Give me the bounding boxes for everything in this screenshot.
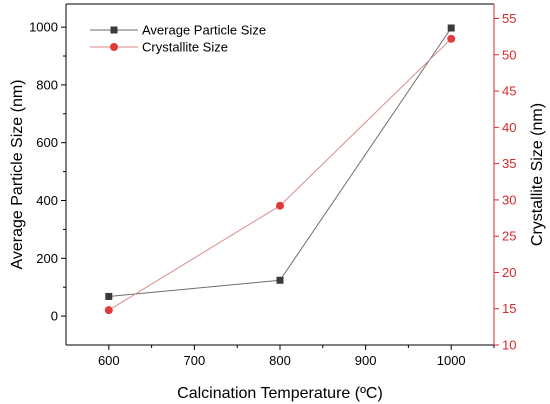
series-lines: [108, 27, 452, 311]
data-point-circle: [276, 201, 284, 210]
y-right-tick-label: 30: [502, 192, 516, 207]
y-right-tick-label: 45: [502, 84, 516, 99]
series-line-1: [108, 38, 452, 311]
y-left-tick-label: 1000: [29, 20, 58, 35]
y-left-tick-label: 400: [36, 193, 58, 208]
axes: 600 700 800 900 1000 0 200 400 600 800 1000 10 15 20 2…: [29, 3, 516, 368]
y-left-tick-label: 200: [36, 251, 58, 266]
y-left-axis-title: Average Particle Size (nm): [9, 80, 26, 270]
y-right-tick-label: 35: [502, 156, 516, 171]
y-right-axis-title: Crystallite Size (nm): [529, 103, 546, 246]
x-tick-label: 1000: [437, 353, 466, 368]
x-tick-label: 800: [269, 353, 291, 368]
y-right-tick-label: 10: [502, 338, 516, 353]
x-tick-label: 700: [184, 353, 206, 368]
y-right-tick-label: 55: [502, 11, 516, 26]
data-point-circle: [447, 34, 456, 43]
y-right-tick-label: 15: [502, 301, 516, 316]
series-points: [104, 24, 456, 315]
x-tick-label: 600: [98, 353, 120, 368]
legend-label: Crystallite Size: [142, 40, 228, 55]
legend-marker-circle: [110, 43, 118, 51]
x-tick-label: 900: [355, 353, 377, 368]
legend-label: Average Particle Size: [142, 23, 266, 38]
y-left-tick-label: 0: [51, 309, 58, 324]
legend: Average Particle Size Crystallite Size: [90, 23, 266, 55]
legend-marker-square: [110, 26, 118, 34]
y-right-tick-label: 50: [502, 47, 516, 62]
y-right-tick-label: 20: [502, 265, 516, 280]
data-point-circle: [104, 306, 113, 315]
y-left-tick-label: 800: [36, 77, 58, 92]
y-left-tick-label: 600: [36, 135, 58, 150]
data-point-square: [105, 292, 113, 300]
data-point-square: [447, 24, 455, 32]
y-right-tick-label: 40: [502, 120, 516, 135]
series-line-0: [108, 27, 452, 297]
x-axis-title: Calcination Temperature (ºC): [177, 385, 383, 402]
data-point-square: [276, 276, 284, 284]
y-right-tick-label: 25: [502, 229, 516, 244]
